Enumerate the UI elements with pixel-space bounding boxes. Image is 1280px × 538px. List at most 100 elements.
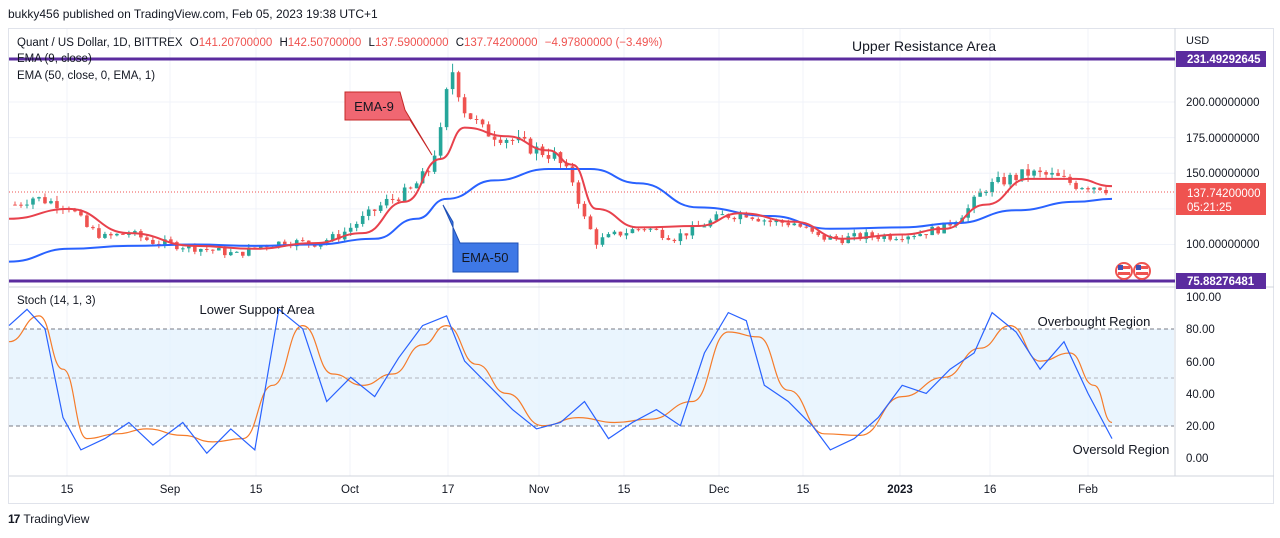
candle-body xyxy=(870,232,875,237)
candle-body xyxy=(912,236,916,238)
candle-body xyxy=(756,218,761,222)
candle-body xyxy=(1038,170,1042,173)
candle-body xyxy=(822,235,827,240)
time-tick: 15 xyxy=(250,484,263,496)
legend-ema50[interactable]: EMA (50, close, 0, EMA, 1) xyxy=(17,70,155,82)
candle-body xyxy=(924,234,928,236)
time-tick: 15 xyxy=(797,484,810,496)
candle-body xyxy=(864,232,869,240)
time-axis[interactable]: 15 Sep 15 Oct 17 Nov 15 Dec 15 2023 16 F… xyxy=(61,484,1098,496)
candle-body xyxy=(534,146,539,154)
candle-body xyxy=(900,239,904,241)
candle-body xyxy=(1008,174,1012,185)
candle-body xyxy=(834,236,839,239)
legend-ema9[interactable]: EMA (9, close) xyxy=(17,53,92,65)
candle-body xyxy=(348,227,353,232)
candle-body xyxy=(1014,174,1018,180)
candle-body xyxy=(996,177,1000,182)
candle-body xyxy=(804,226,809,228)
price-tick-200: 200.00000000 xyxy=(1186,97,1260,109)
candle-body xyxy=(792,223,797,226)
candle-body xyxy=(13,204,17,206)
candle-body xyxy=(73,209,77,212)
time-tick: 15 xyxy=(61,484,74,496)
us-flag-icon[interactable] xyxy=(1133,262,1151,280)
candle-body xyxy=(199,248,203,252)
candle-body xyxy=(402,187,407,202)
time-tick: Dec xyxy=(709,484,730,496)
candle-body xyxy=(594,229,599,245)
candle-body xyxy=(91,226,95,229)
candle-body xyxy=(840,238,845,244)
candle-body xyxy=(486,124,491,137)
candle-body xyxy=(121,233,125,235)
candle-body xyxy=(672,239,677,242)
candle-body xyxy=(1098,187,1102,190)
stoch-tick-60: 60.00 xyxy=(1186,357,1215,369)
candle-body xyxy=(978,192,982,197)
candle-body xyxy=(384,198,389,206)
axis-currency: USD xyxy=(1186,35,1209,47)
candle-body xyxy=(1026,169,1030,176)
candle-body xyxy=(330,234,335,241)
oversold-label: Oversold Region xyxy=(1073,442,1170,457)
candle-body xyxy=(612,231,617,235)
candle-body xyxy=(546,155,551,159)
us-flag-icon[interactable] xyxy=(1115,262,1133,280)
legend-line: Quant / US Dollar, 1D, BITTREX O141.2070… xyxy=(17,37,663,49)
time-tick: Sep xyxy=(160,484,180,496)
legend-stoch[interactable]: Stoch (14, 1, 3) xyxy=(17,295,96,307)
candle-body xyxy=(258,246,263,249)
candle-body xyxy=(55,201,59,209)
candle-body xyxy=(438,127,443,156)
upper-resistance-label: Upper Resistance Area xyxy=(852,38,996,54)
candle-body xyxy=(1086,188,1090,190)
candle-body xyxy=(600,237,605,245)
candle-body xyxy=(43,197,47,204)
candle-body xyxy=(85,215,89,227)
candle-body xyxy=(798,223,803,227)
legend-h-label: H xyxy=(279,37,287,49)
ema9-line xyxy=(8,126,1113,250)
footer-branding[interactable]: 17 TradingView xyxy=(8,512,89,526)
candle-body xyxy=(19,204,23,206)
candle-body xyxy=(630,229,635,234)
candle-body xyxy=(930,226,934,236)
candle-body xyxy=(618,231,623,236)
candle-body xyxy=(240,251,245,256)
candle-body xyxy=(79,211,83,216)
candle-body xyxy=(570,166,575,183)
candle-body xyxy=(336,234,341,240)
candle-body xyxy=(858,233,863,240)
candle-body xyxy=(426,171,431,173)
candle-body xyxy=(990,181,994,192)
candle-body xyxy=(636,229,641,231)
candle-body xyxy=(738,213,743,220)
candle-body xyxy=(498,139,503,143)
candle-body xyxy=(1092,187,1096,190)
time-tick: 15 xyxy=(618,484,631,496)
candle-body xyxy=(49,201,53,204)
resistance-price-label: 231.49292645 xyxy=(1187,54,1261,66)
candle-body xyxy=(660,229,665,238)
candle-body xyxy=(25,204,29,206)
candle-body xyxy=(918,234,922,237)
candle-body xyxy=(1080,188,1084,190)
candle-body xyxy=(510,139,515,141)
legend-l-value: 137.59000000 xyxy=(375,37,449,49)
candle-body xyxy=(414,183,419,189)
candle-body xyxy=(127,233,131,235)
time-tick: 2023 xyxy=(887,484,913,496)
candle-body xyxy=(648,228,653,230)
ema9-callout: EMA-9 xyxy=(344,91,433,156)
overbought-label: Overbought Region xyxy=(1038,314,1151,329)
candle-body xyxy=(354,223,359,228)
candle-body xyxy=(888,235,893,240)
candle-body xyxy=(1074,182,1078,189)
candle-body xyxy=(420,171,425,184)
legend-h-value: 142.50700000 xyxy=(288,37,362,49)
candle-body xyxy=(228,252,233,256)
candle-body xyxy=(372,209,377,211)
time-tick: 16 xyxy=(984,484,997,496)
